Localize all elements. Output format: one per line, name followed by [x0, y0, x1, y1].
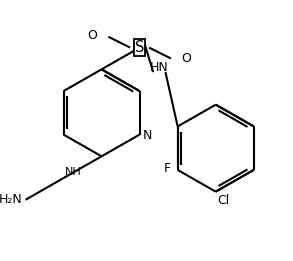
Text: O: O	[182, 52, 192, 65]
Text: S: S	[135, 40, 144, 55]
Text: H₂N: H₂N	[0, 193, 23, 206]
Text: Cl: Cl	[217, 194, 229, 207]
Text: F: F	[164, 162, 171, 175]
Text: O: O	[88, 29, 98, 42]
Text: HN: HN	[149, 62, 168, 74]
Text: NH: NH	[65, 167, 82, 177]
Text: N: N	[143, 129, 152, 143]
